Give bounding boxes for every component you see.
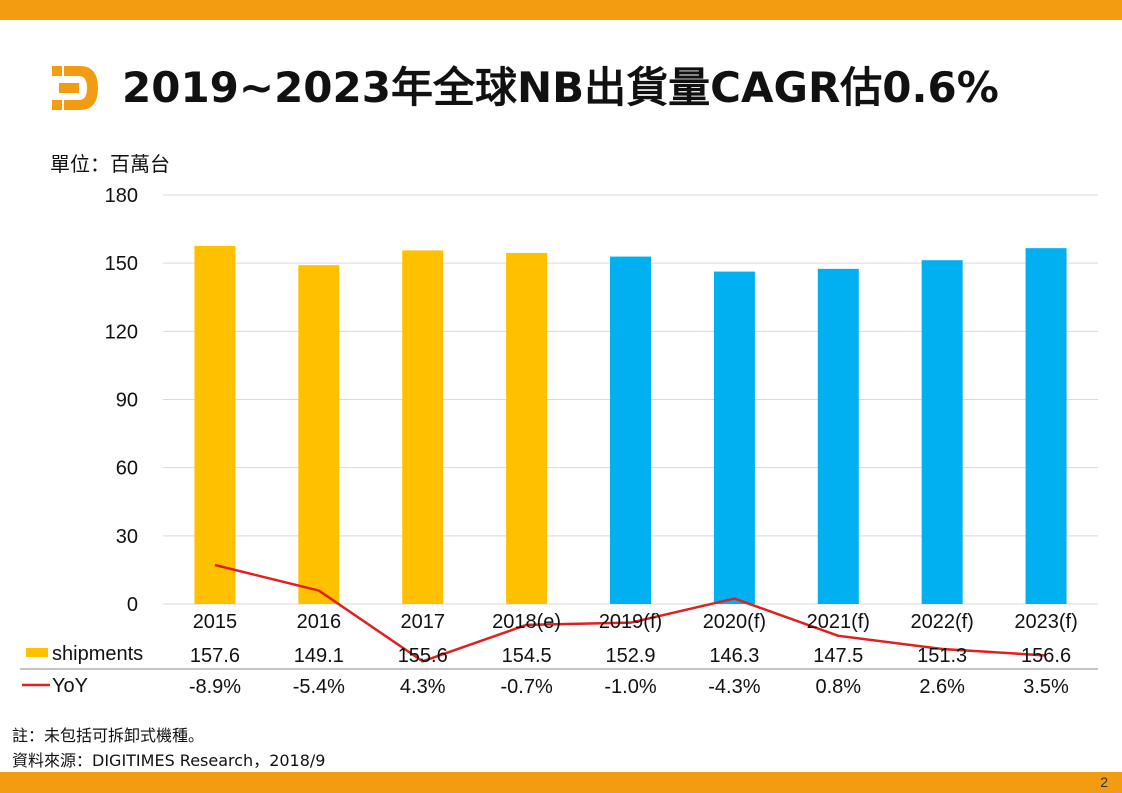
bar-2018(e) (506, 252, 548, 605)
page-title: 2019~2023年全球NB出貨量CAGR估0.6% (122, 63, 999, 112)
bar-2017 (402, 250, 444, 605)
page-number: 2 (1100, 774, 1108, 790)
yoy-value-label: -1.0% (604, 676, 656, 698)
yoy-value-label: 3.5% (1023, 676, 1069, 698)
shipments-value-label: 152.9 (605, 645, 655, 667)
shipments-value-label: 147.5 (813, 645, 863, 667)
yoy-value-label: 0.8% (815, 676, 861, 698)
x-tick-label: 2017 (400, 611, 445, 633)
y-tick-label: 30 (116, 526, 138, 548)
bar-2015 (194, 245, 236, 605)
x-tick-label: 2023(f) (1014, 611, 1077, 633)
yoy-value-label: -0.7% (500, 676, 552, 698)
bar-2020(f) (713, 271, 755, 604)
bar-2023(f) (1025, 248, 1067, 605)
shipments-value-label: 146.3 (709, 645, 759, 667)
x-tick-label: 2020(f) (703, 611, 766, 633)
bar-2019(f) (610, 256, 651, 604)
y-tick-label: 60 (116, 458, 138, 480)
footnote: 註：未包括可拆卸式機種。 (12, 726, 205, 745)
yoy-value-label: -4.3% (708, 676, 760, 698)
bar-2022(f) (921, 260, 963, 604)
yoy-value-label: -5.4% (293, 676, 345, 698)
legend-shipments-swatch (26, 648, 48, 657)
shipments-value-label: 155.6 (398, 645, 448, 667)
bar-2016 (298, 265, 340, 604)
bottom-accent-bar (0, 772, 1122, 793)
shipments-value-label: 151.3 (917, 645, 967, 667)
y-tick-label: 120 (105, 321, 138, 343)
yoy-value-label: 4.3% (400, 676, 446, 698)
top-accent-bar (0, 0, 1122, 20)
x-tick-label: 2018(e) (492, 611, 561, 633)
x-tick-label: 2019(f) (599, 611, 662, 633)
shipments-value-label: 156.6 (1021, 645, 1071, 667)
source-note: 資料來源：DIGITIMES Research，2018/9 (12, 751, 326, 770)
legend-yoy-label: YoY (52, 675, 88, 697)
legend-shipments-label: shipments (52, 643, 143, 665)
yoy-value-label: -8.9% (189, 676, 241, 698)
yoy-line (214, 563, 1047, 663)
y-tick-label: 0 (127, 594, 138, 616)
shipments-value-label: 157.6 (190, 645, 240, 667)
y-tick-label: 150 (105, 253, 138, 275)
digitimes-logo-icon (52, 66, 98, 110)
yoy-value-label: 2.6% (919, 676, 965, 698)
unit-label: 單位：百萬台 (50, 152, 170, 176)
y-tick-label: 90 (116, 390, 138, 412)
shipments-value-label: 154.5 (502, 645, 552, 667)
x-tick-label: 2021(f) (807, 611, 870, 633)
x-tick-label: 2016 (297, 611, 342, 633)
x-tick-label: 2015 (193, 611, 238, 633)
x-tick-label: 2022(f) (910, 611, 973, 633)
shipments-value-label: 149.1 (294, 645, 344, 667)
y-tick-label: 180 (105, 185, 138, 207)
bar-2021(f) (817, 268, 859, 604)
